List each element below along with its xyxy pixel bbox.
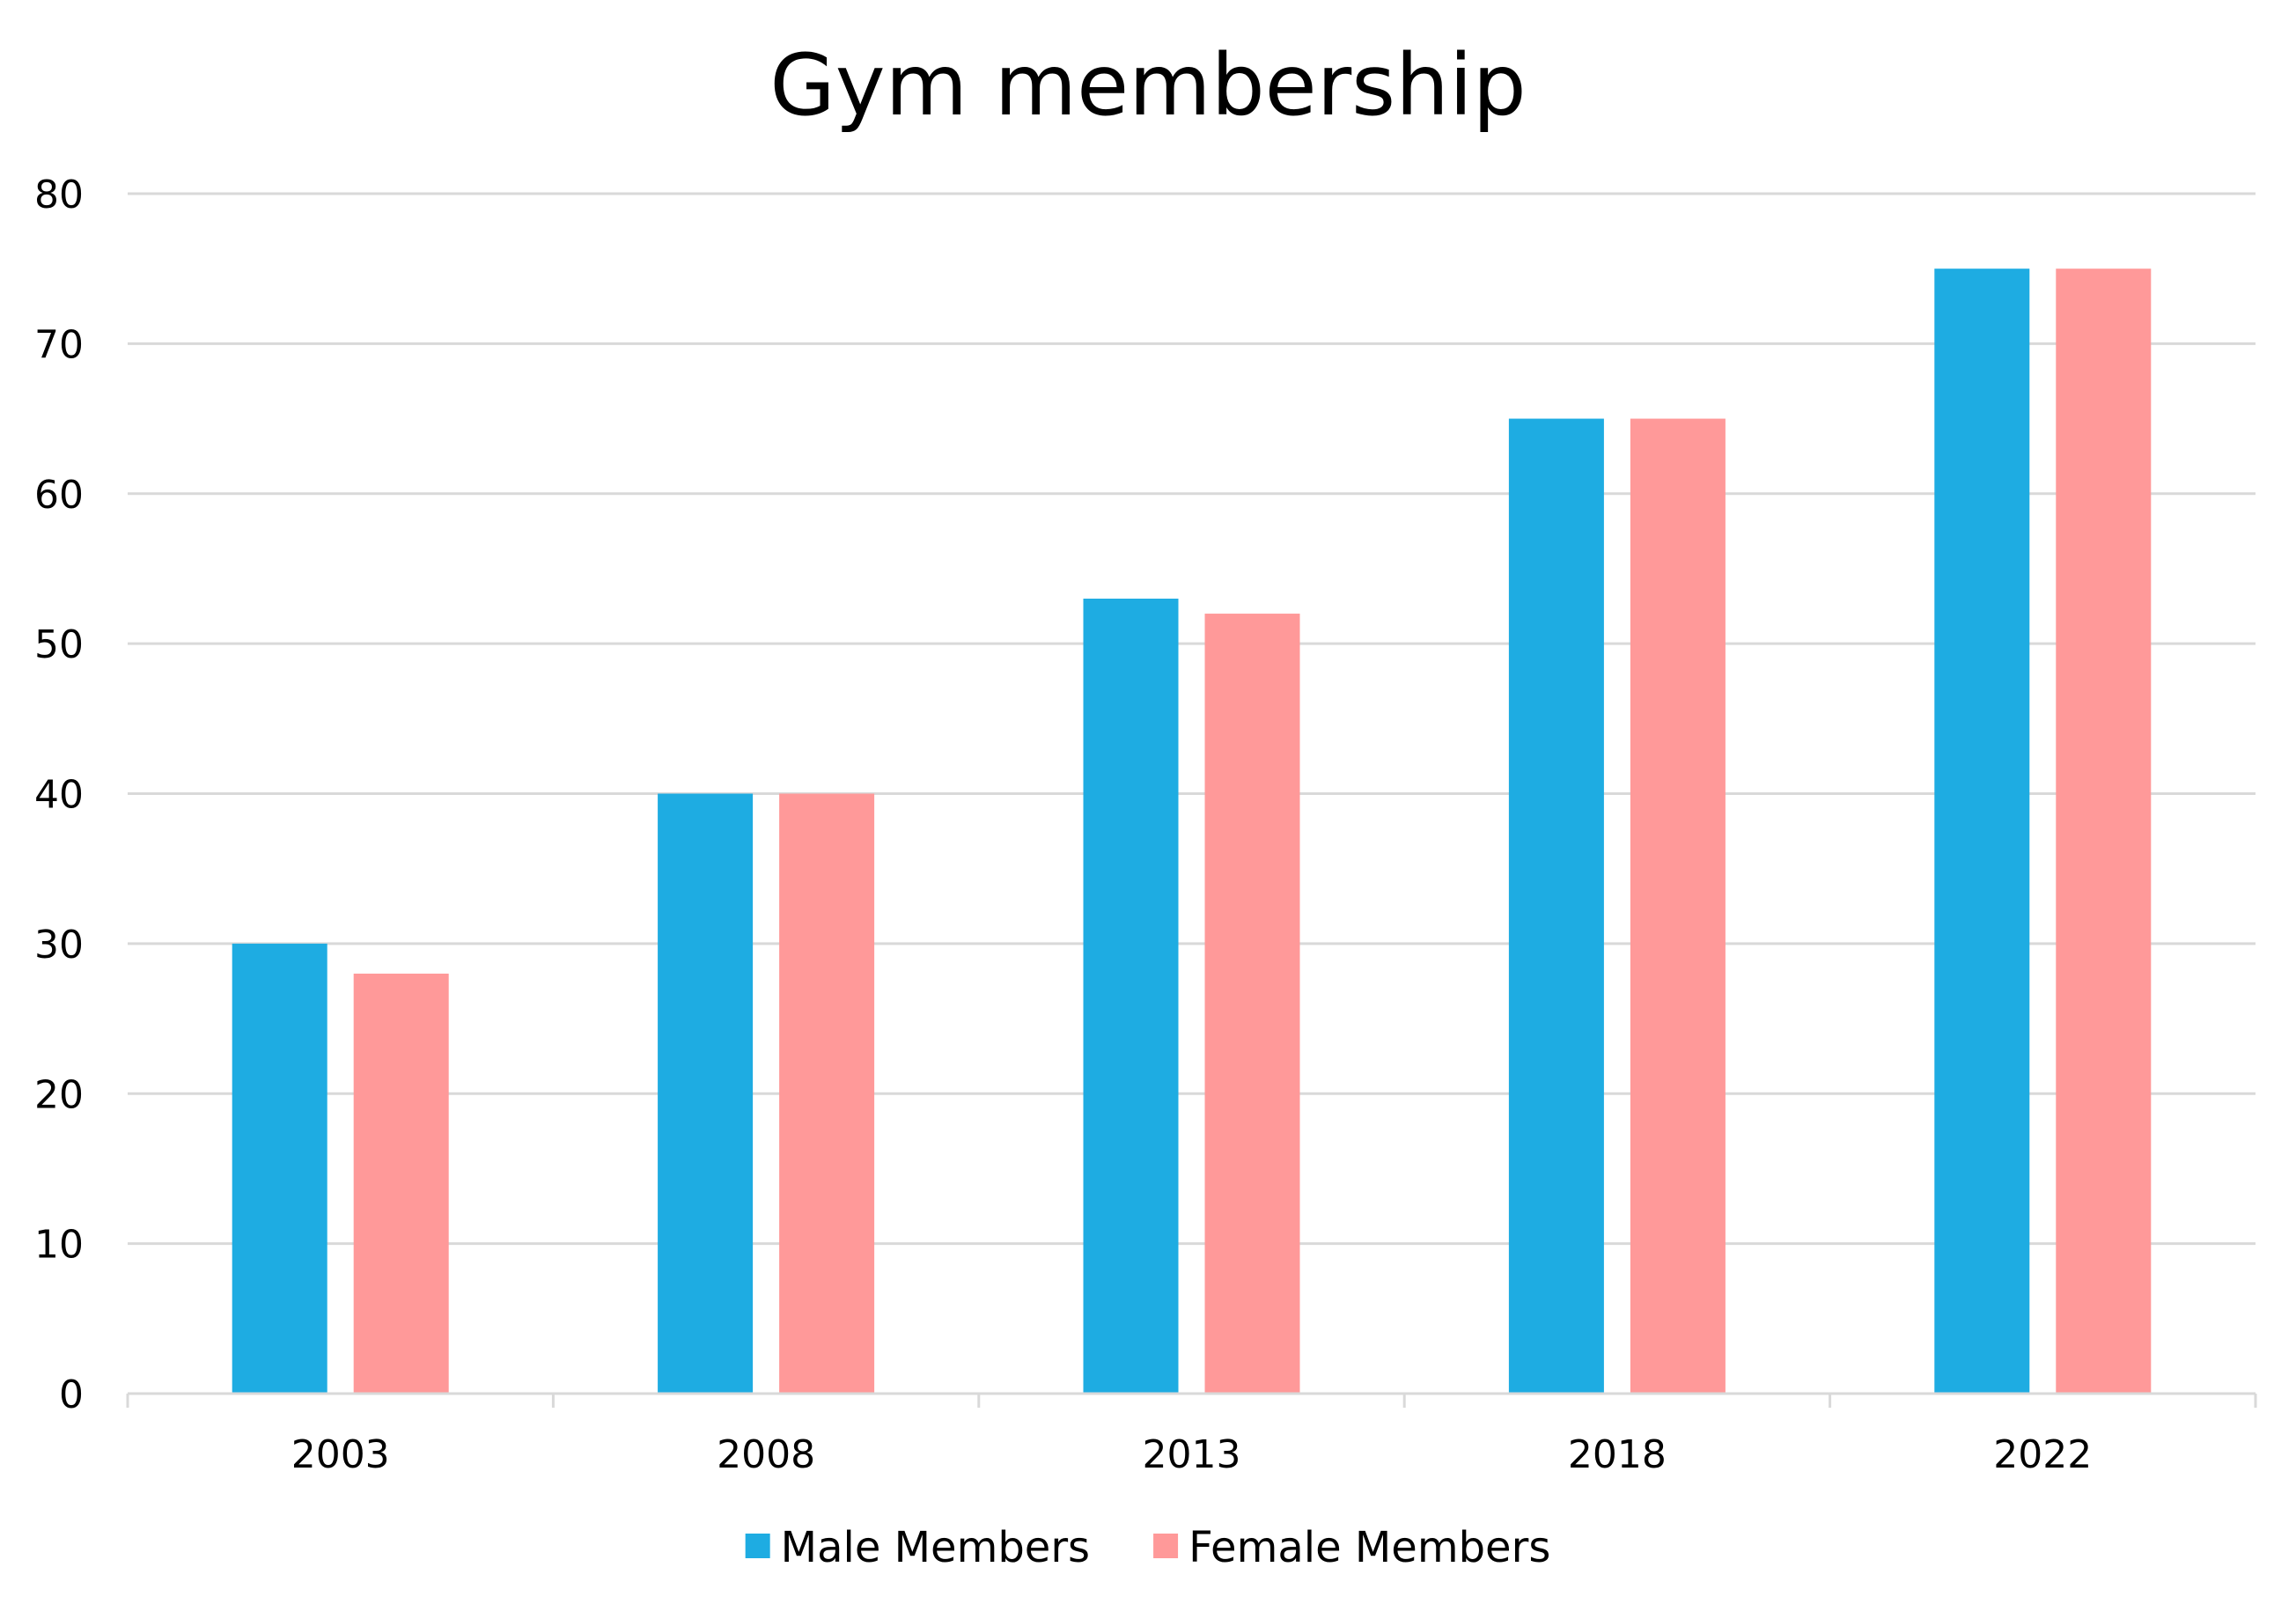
y-tick-label: 80 bbox=[34, 173, 84, 217]
legend-swatch bbox=[745, 1534, 770, 1558]
legend-item-female-members: Female Members bbox=[1153, 1523, 1550, 1572]
bar-male-members-2003 bbox=[232, 943, 327, 1394]
legend-label: Female Members bbox=[1188, 1523, 1550, 1572]
x-axis: 2003 2008 2013 2018 2022 bbox=[126, 1392, 2257, 1477]
legend-label: Male Members bbox=[781, 1523, 1090, 1572]
y-tick-label: 30 bbox=[34, 923, 84, 968]
y-tick-label: 20 bbox=[34, 1072, 84, 1117]
y-tick-label: 50 bbox=[34, 622, 84, 667]
y-axis-tick-labels: 0 10 20 30 40 50 60 70 80 bbox=[34, 173, 84, 1417]
y-tick-label: 0 bbox=[59, 1372, 84, 1417]
x-tick-label: 2003 bbox=[291, 1432, 390, 1477]
chart-title: Gym membership bbox=[769, 36, 1526, 135]
bar-female-members-2022 bbox=[2056, 269, 2152, 1394]
bars bbox=[232, 269, 2152, 1394]
legend: Male Members Female Members bbox=[745, 1523, 1550, 1572]
y-tick-label: 60 bbox=[34, 473, 84, 518]
bar-female-members-2013 bbox=[1204, 614, 1300, 1394]
gridlines bbox=[128, 192, 2256, 1246]
bar-male-members-2018 bbox=[1508, 418, 1604, 1394]
x-tick-label: 2008 bbox=[717, 1432, 815, 1477]
x-tick-label: 2022 bbox=[1993, 1432, 2092, 1477]
legend-item-male-members: Male Members bbox=[745, 1523, 1090, 1572]
bar-female-members-2008 bbox=[779, 793, 875, 1394]
bar-male-members-2022 bbox=[1934, 269, 2030, 1394]
y-tick-label: 40 bbox=[34, 773, 84, 818]
y-tick-label: 70 bbox=[34, 322, 84, 367]
x-tick-label: 2013 bbox=[1143, 1432, 1241, 1477]
bar-male-members-2013 bbox=[1083, 599, 1179, 1394]
legend-swatch bbox=[1153, 1534, 1179, 1558]
y-tick-label: 10 bbox=[34, 1223, 84, 1268]
bar-female-members-2003 bbox=[353, 973, 449, 1394]
bar-female-members-2018 bbox=[1630, 418, 1726, 1394]
x-tick-label: 2018 bbox=[1568, 1432, 1667, 1477]
bar-male-members-2008 bbox=[658, 793, 754, 1394]
